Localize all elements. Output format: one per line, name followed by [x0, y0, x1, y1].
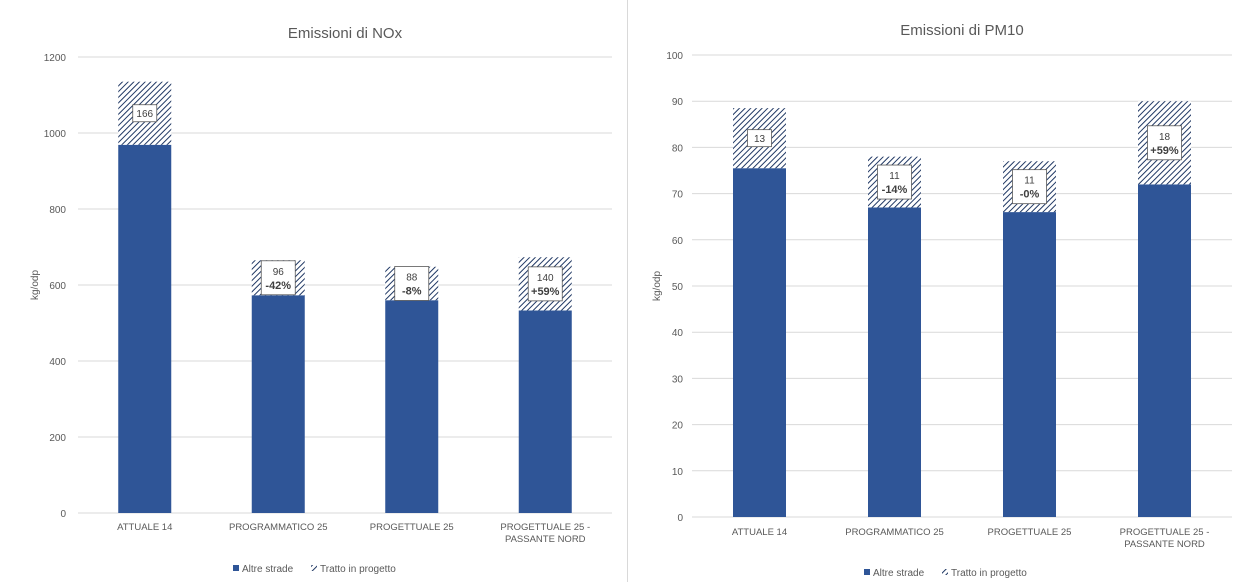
legend-label-altre-strade: Altre strade: [242, 564, 294, 575]
y-tick-label: 90: [672, 97, 684, 108]
y-tick-label: 800: [49, 205, 66, 216]
bar-altre-strade: [385, 300, 439, 513]
data-label-value: 18: [1159, 132, 1171, 143]
chart-title: Emissioni di PM10: [900, 22, 1023, 39]
data-label-box: [527, 266, 563, 302]
data-label: 166: [132, 104, 158, 123]
x-category-label: PROGRAMMATICO 25: [845, 527, 944, 538]
y-tick-label: 600: [49, 281, 66, 292]
data-label-value: 11: [889, 171, 900, 182]
legend: Altre strade Tratto in progetto: [233, 564, 396, 575]
y-tick-label: 200: [49, 433, 66, 444]
data-label-value: 166: [136, 109, 153, 120]
legend-swatch-altre-strade: [864, 569, 870, 575]
data-label: 18 +59%: [1147, 125, 1182, 161]
nox-chart: Emissioni di NOx 0 200 400 600 800 1000 1200 kg/…: [30, 25, 612, 575]
data-label-value: 140: [537, 273, 554, 284]
y-tick-label: 10: [672, 467, 684, 478]
legend-label-tratto-in-progetto: Tratto in progetto: [951, 568, 1027, 579]
data-label: 11-0%: [1012, 169, 1047, 205]
y-tick-label: 80: [672, 143, 684, 154]
x-category-label: PASSANTE NORD: [1124, 539, 1205, 550]
data-label-value: 11: [1024, 176, 1035, 187]
legend-label-altre-strade: Altre strade: [873, 568, 925, 579]
x-category-label: PROGRAMMATICO 25: [229, 522, 328, 533]
legend-swatch-tratto-in-progetto: [942, 569, 948, 575]
y-tick-label: 40: [672, 328, 684, 339]
data-label-change: -42%: [265, 280, 291, 292]
data-label-change: -8%: [402, 285, 422, 297]
x-category-label: PROGETTUALE 25 -: [1120, 527, 1210, 538]
legend: Altre strade Tratto in progetto: [864, 568, 1027, 579]
data-label: 96 -42%: [260, 260, 296, 296]
data-label-box: [1147, 125, 1182, 161]
data-label-change: +59%: [1150, 145, 1179, 157]
data-label-change: -14%: [882, 184, 908, 196]
y-tick-label: 0: [677, 513, 683, 524]
bar-altre-strade: [118, 144, 172, 513]
data-label: 140 +59%: [527, 266, 563, 302]
data-label: 11 -14%: [877, 164, 912, 200]
data-label-box: [394, 266, 430, 301]
x-category-label: PROGETTUALE 25: [370, 522, 454, 533]
y-tick-label: 30: [672, 374, 684, 385]
y-tick-label: 400: [49, 357, 66, 368]
legend-swatch-tratto-in-progetto: [311, 565, 317, 571]
data-label-value: 88: [406, 272, 418, 283]
x-category-label: PROGETTUALE 25 -: [500, 522, 590, 533]
x-category-label: PROGETTUALE 25: [988, 527, 1072, 538]
y-tick-label: 60: [672, 236, 684, 247]
bar-altre-strade: [518, 310, 572, 513]
y-tick-label: 0: [60, 509, 66, 520]
bar-altre-strade: [733, 168, 786, 517]
bar-altre-strade: [1138, 184, 1191, 518]
data-label-value: 96: [273, 267, 285, 278]
pm10-chart-panel: Emissioni di PM10 0 10 20 30 40 50 60 70 80 90 100 k…: [632, 0, 1240, 582]
nox-chart-panel: Emissioni di NOx 0 200 400 600 800 1000 1200 kg/…: [30, 0, 628, 582]
y-tick-label: 1200: [44, 53, 67, 64]
data-label-box: [747, 129, 772, 148]
data-label-value: 13: [754, 134, 766, 145]
bar-altre-strade: [251, 295, 305, 513]
y-tick-label: 100: [666, 51, 683, 62]
y-tick-label: 70: [672, 190, 684, 201]
legend-label-tratto-in-progetto: Tratto in progetto: [320, 564, 396, 575]
legend-swatch-altre-strade: [233, 565, 239, 571]
data-label: 13: [747, 129, 772, 148]
data-label-box: [260, 260, 296, 296]
y-tick-label: 50: [672, 282, 684, 293]
x-category-label: ATTUALE 14: [732, 527, 787, 538]
data-label-change: +59%: [531, 286, 560, 298]
bar-altre-strade: [868, 207, 921, 517]
y-axis-label: kg/odp: [30, 270, 41, 300]
bar-altre-strade: [1003, 212, 1056, 517]
y-axis-label: kg/odp: [652, 271, 663, 301]
y-tick-label: 20: [672, 421, 684, 432]
data-label-box: [877, 164, 912, 200]
y-tick-label: 1000: [44, 129, 67, 140]
pm10-chart: Emissioni di PM10 0 10 20 30 40 50 60 70 80 90 100 k…: [652, 22, 1232, 579]
data-label-box: [132, 104, 158, 123]
data-label-box: [1012, 169, 1047, 205]
data-label: 88-8%: [394, 266, 430, 301]
chart-title: Emissioni di NOx: [288, 25, 403, 42]
data-label-change: -0%: [1020, 189, 1040, 201]
x-category-label: PASSANTE NORD: [505, 534, 586, 545]
x-category-label: ATTUALE 14: [117, 522, 172, 533]
